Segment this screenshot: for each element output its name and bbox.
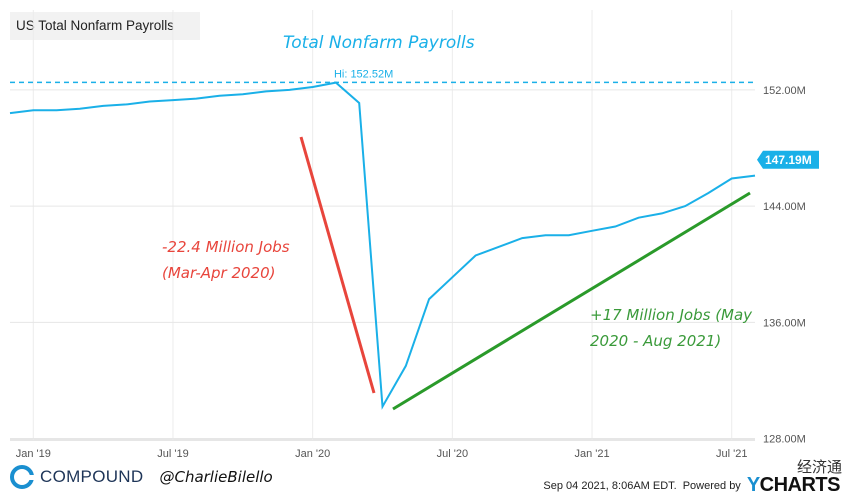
recovery-annotation-line2: 2020 - Aug 2021) xyxy=(590,332,721,350)
last-value-badge-shape xyxy=(757,150,819,169)
y-tick-label: 136.00M xyxy=(763,317,806,329)
x-tick-label: Jan '20 xyxy=(295,448,330,460)
ycharts-logo: YCHARTS xyxy=(746,474,841,496)
chart-name: US Total Nonfarm Payrolls xyxy=(16,18,175,33)
series-line xyxy=(9,81,756,410)
timestamp: Sep 04 2021, 8:06AM EDT. xyxy=(543,479,677,492)
decline-annotation-line2: (Mar-Apr 2020) xyxy=(162,264,276,282)
x-tick-labels: Jan '19 Jul '19 Jan '20 Jul '20 Jan '21 Jul '… xyxy=(16,448,748,460)
x-tick-label: Jan '19 xyxy=(16,448,51,460)
brand-name: COMPOUND xyxy=(40,467,144,486)
x-tick-label: Jul '19 xyxy=(157,448,188,460)
decline-annotation-line1: -22.4 Million Jobs xyxy=(162,238,290,256)
x-tick-label: Jan '21 xyxy=(574,448,609,460)
last-value-label: 147.19M xyxy=(765,153,812,167)
compound-logo: COMPOUND @CharlieBilello xyxy=(10,465,273,489)
watermark: 经济通 xyxy=(796,458,842,476)
y-tick-label: 144.00M xyxy=(763,201,806,213)
powered-by: Powered by xyxy=(682,479,741,492)
author-handle: @CharlieBilello xyxy=(159,468,273,486)
chart-title: Total Nonfarm Payrolls xyxy=(283,33,475,53)
high-label: Hi: 152.52M xyxy=(334,68,393,80)
last-value-badge: 147.19M xyxy=(757,150,819,169)
y-tick-label: 128.00M xyxy=(763,434,806,446)
series-points xyxy=(10,83,755,407)
compound-logo-icon xyxy=(10,465,35,489)
y-tick-label: 152.00M xyxy=(763,85,806,97)
x-tick-label: Jul '20 xyxy=(437,448,468,460)
y-tick-labels: 128.00M 136.00M 144.00M 152.00M xyxy=(763,85,806,446)
decline-trend-line xyxy=(299,136,376,394)
recovery-trend-line xyxy=(392,191,751,411)
footer-source: Sep 04 2021, 8:06AM EDT. Powered by YCHA… xyxy=(543,474,840,497)
horizontal-gridlines xyxy=(10,89,755,440)
chart-name-box: US Total Nonfarm Payrolls xyxy=(10,12,200,40)
x-tick-label: Jul '21 xyxy=(716,448,747,460)
recovery-annotation-line1: +17 Million Jobs (May xyxy=(590,306,753,324)
